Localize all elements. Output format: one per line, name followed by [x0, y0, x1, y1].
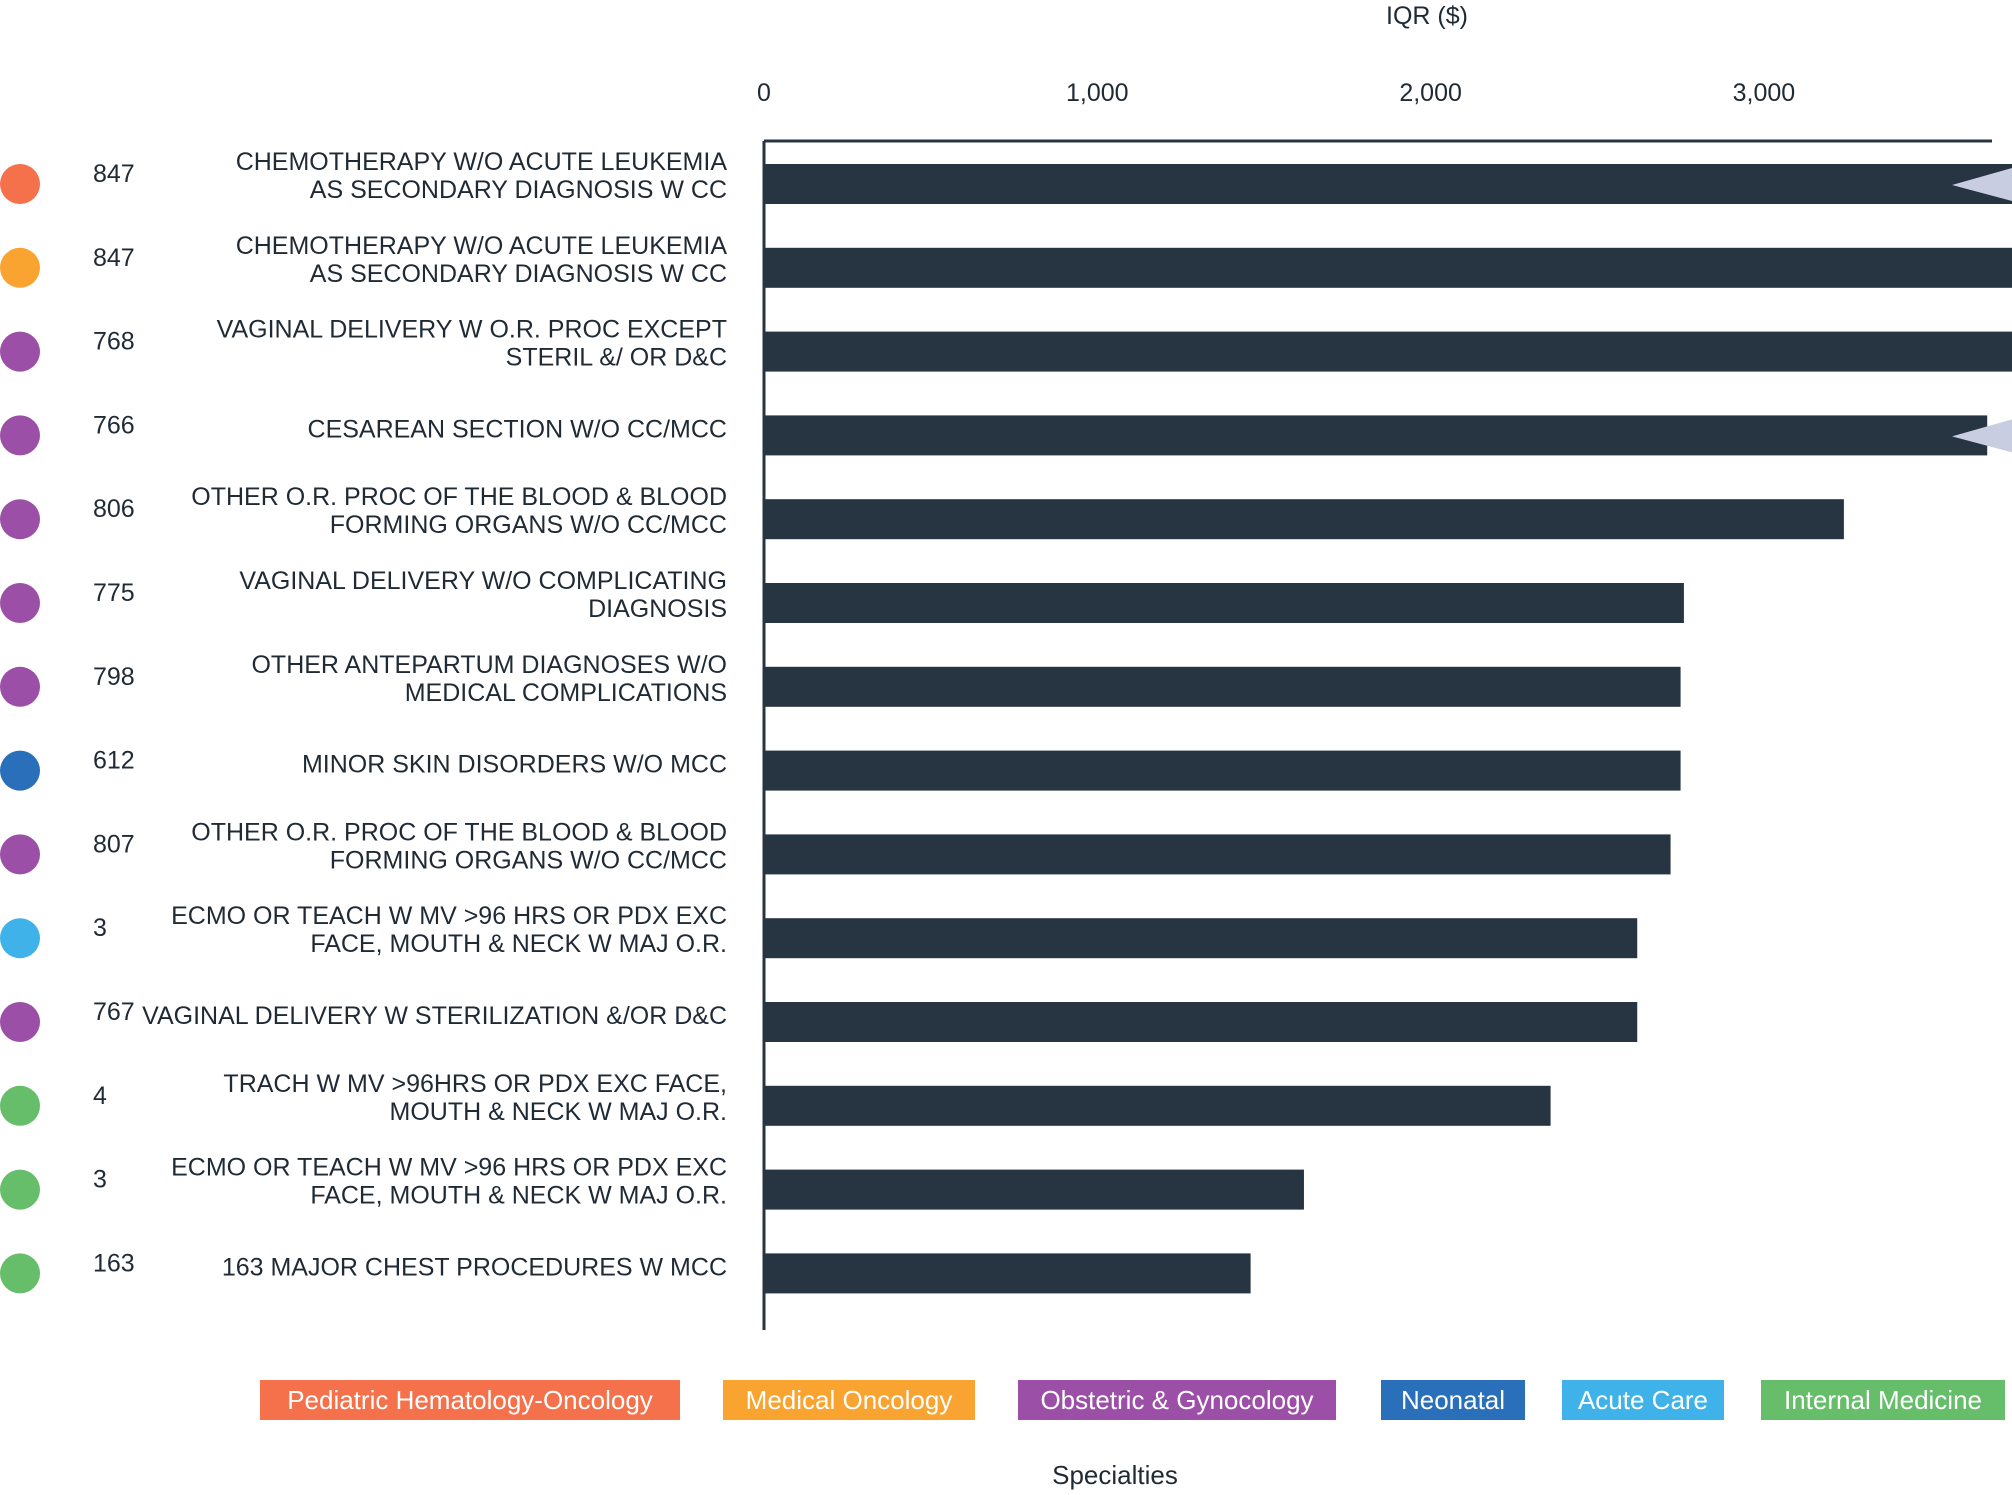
specialty-dot: [0, 247, 40, 288]
drg-description-label: STERIL &/ OR D&C: [506, 344, 727, 372]
legend-item-acute-care: Acute Care: [1562, 1380, 1724, 1420]
specialty-dot: [0, 1002, 40, 1042]
drg-description-label: VAGINAL DELIVERY W STERILIZATION &/OR D&…: [142, 1002, 727, 1030]
x-axis-title: IQR ($): [1386, 2, 1468, 30]
drg-code-label: 3: [93, 1166, 107, 1194]
bar: [764, 834, 1671, 875]
drg-description-label: FACE, MOUTH & NECK W MAJ O.R.: [310, 930, 727, 958]
legend-item-obstetric-gynocology: Obstetric & Gynocology: [1018, 1380, 1336, 1420]
legend-item-medical-oncology: Medical Oncology: [723, 1380, 975, 1420]
specialty-dot: [0, 1169, 40, 1210]
drg-description-label: CHEMOTHERAPY W/O ACUTE LEUKEMIA: [236, 232, 728, 260]
bar: [764, 1253, 1251, 1294]
bar: [764, 1085, 1551, 1126]
specialty-dot: [0, 331, 40, 372]
bar: [764, 1169, 1304, 1210]
drg-description-label: FORMING ORGANS W/O CC/MCC: [330, 846, 727, 874]
drg-code-label: 163: [93, 1249, 135, 1277]
x-tick-label: 2,000: [1399, 79, 1462, 107]
drg-code-label: 847: [93, 160, 135, 188]
specialty-dot: [0, 164, 40, 204]
drg-description-label: VAGINAL DELIVERY W O.R. PROC EXCEPT: [217, 316, 727, 344]
drg-code-label: 775: [93, 579, 135, 607]
bar: [764, 583, 1684, 623]
drg-code-label: 3: [93, 914, 107, 942]
bar: [764, 415, 1988, 456]
specialty-dot: [0, 583, 40, 623]
drg-description-label: 163 MAJOR CHEST PROCEDURES W MCC: [222, 1253, 727, 1281]
bar: [764, 666, 1681, 707]
drg-description-label: MEDICAL COMPLICATIONS: [405, 679, 727, 707]
specialty-dot: [0, 415, 40, 456]
bar: [764, 331, 2012, 372]
drg-description-label: AS SECONDARY DIAGNOSIS W CC: [310, 176, 727, 204]
drg-description-label: MOUTH & NECK W MAJ O.R.: [390, 1098, 728, 1126]
drg-description-label: TRACH W MV >96HRS OR PDX EXC FACE,: [223, 1070, 727, 1098]
drg-code-label: 807: [93, 830, 135, 858]
drg-description-label: FORMING ORGANS W/O CC/MCC: [330, 511, 727, 539]
drg-description-label: ECMO OR TEACH W MV >96 HRS OR PDX EXC: [171, 902, 727, 930]
drg-code-label: 612: [93, 747, 135, 775]
specialty-dot: [0, 918, 40, 959]
legend-item-internal-medicine: Internal Medicine: [1761, 1380, 2005, 1420]
drg-code-label: 4: [93, 1082, 107, 1110]
x-tick-label: 3,000: [1733, 79, 1796, 107]
bar: [764, 750, 1681, 791]
specialty-dot: [0, 1253, 40, 1294]
drg-code-label: 798: [93, 663, 135, 691]
drg-description-label: OTHER O.R. PROC OF THE BLOOD & BLOOD: [191, 818, 727, 846]
legend-item-pediatric-hematology-oncology: Pediatric Hematology-Oncology: [260, 1380, 680, 1420]
drg-description-label: AS SECONDARY DIAGNOSIS W CC: [310, 260, 727, 288]
drg-code-label: 767: [93, 998, 135, 1026]
drg-code-label: 766: [93, 411, 135, 439]
specialty-dot: [0, 499, 40, 540]
drg-code-label: 847: [93, 244, 135, 272]
specialty-dot: [0, 750, 40, 791]
drg-description-label: OTHER O.R. PROC OF THE BLOOD & BLOOD: [191, 483, 727, 511]
x-tick-label: 1,000: [1066, 79, 1129, 107]
specialty-legend: Pediatric Hematology-Oncology Medical On…: [0, 1380, 2012, 1420]
drg-description-label: MINOR SKIN DISORDERS W/O MCC: [302, 751, 727, 779]
drg-code-label: 806: [93, 495, 135, 523]
highlight-marker: [1952, 168, 2012, 201]
bar: [764, 499, 1844, 540]
bar: [764, 247, 2012, 288]
highlight-marker: [1952, 419, 2012, 453]
legend-title: Specialties: [1052, 1460, 1178, 1490]
drg-description-label: CESAREAN SECTION W/O CC/MCC: [308, 415, 727, 443]
drg-description-label: ECMO OR TEACH W MV >96 HRS OR PDX EXC: [171, 1154, 727, 1182]
drg-description-label: DIAGNOSIS: [588, 595, 727, 623]
drg-description-label: CHEMOTHERAPY W/O ACUTE LEUKEMIA: [236, 148, 728, 176]
bar: [764, 164, 2012, 204]
specialty-dot: [0, 1085, 40, 1126]
bar: [764, 1002, 1638, 1042]
specialty-dot: [0, 666, 40, 707]
specialty-dot: [0, 834, 40, 875]
drg-description-label: VAGINAL DELIVERY W/O COMPLICATING: [239, 567, 727, 595]
drg-description-label: OTHER ANTEPARTUM DIAGNOSES W/O: [251, 651, 727, 679]
legend-item-neonatal: Neonatal: [1381, 1380, 1525, 1420]
x-tick-label: 0: [757, 79, 771, 107]
bar: [764, 918, 1638, 959]
drg-description-label: FACE, MOUTH & NECK W MAJ O.R.: [310, 1182, 727, 1210]
drg-code-label: 768: [93, 328, 135, 356]
